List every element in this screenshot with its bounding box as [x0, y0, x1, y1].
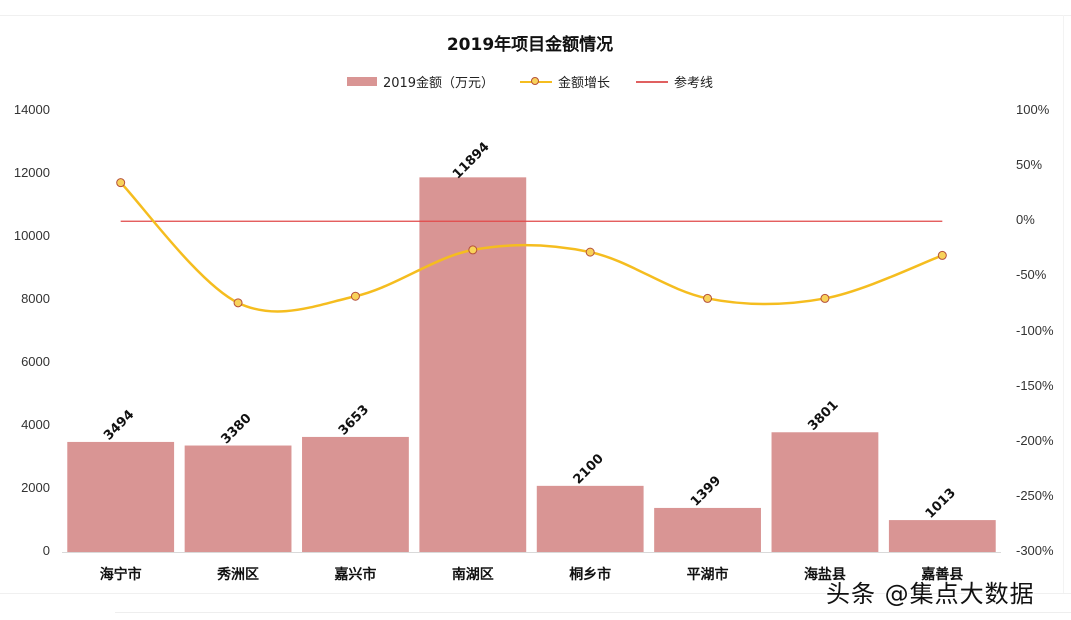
legend-item-growth[interactable]: 金额增长 — [520, 72, 610, 91]
bar-data-label: 11894 — [450, 140, 493, 183]
bar-data-label: 3494 — [101, 407, 137, 443]
legend-label-amount: 2019金额（万元） — [382, 76, 495, 91]
left-axis-tick-label: 10000 — [13, 228, 50, 243]
category-label: 嘉善县 — [921, 567, 964, 583]
reference-line-swatch-icon — [636, 80, 669, 83]
growth-marker[interactable] — [937, 250, 947, 260]
category-label: 海宁市 — [99, 567, 142, 583]
right-axis-tick-label: -50% — [1016, 267, 1047, 283]
growth-marker[interactable] — [703, 293, 713, 303]
right-axis-tick-label: -150% — [1016, 377, 1054, 393]
legend-label-reference: 参考线 — [674, 76, 714, 91]
left-axis-tick-label: 12000 — [13, 165, 50, 180]
line-marker-swatch-icon — [520, 76, 553, 85]
growth-line — [119, 181, 943, 313]
growth-marker[interactable] — [820, 293, 830, 303]
page-divider — [115, 612, 1071, 613]
left-axis-tick-label: 4000 — [21, 417, 50, 432]
right-axis-tick-label: -200% — [1016, 432, 1054, 448]
category-label: 秀洲区 — [217, 567, 260, 583]
growth-marker[interactable] — [116, 178, 126, 188]
left-axis-tick-label: 8000 — [21, 291, 50, 306]
chart-frame-top-border — [0, 15, 1071, 16]
right-axis-tick-label: 50% — [1016, 157, 1043, 173]
bar[interactable] — [888, 520, 996, 552]
bar[interactable] — [419, 177, 527, 553]
bar[interactable] — [184, 445, 292, 552]
category-label: 平湖市 — [686, 567, 729, 583]
chart-frame-right-border — [1063, 15, 1064, 593]
growth-marker[interactable] — [233, 298, 243, 308]
right-axis-tick-label: -250% — [1016, 487, 1054, 503]
right-axis-tick-label: -100% — [1016, 322, 1054, 338]
left-axis-tick-label: 6000 — [21, 354, 50, 369]
growth-marker[interactable] — [350, 291, 360, 301]
growth-marker[interactable] — [468, 245, 478, 255]
bar-data-label: 2100 — [571, 451, 607, 487]
legend-item-reference[interactable]: 参考线 — [636, 72, 713, 91]
legend-label-growth: 金额增长 — [558, 76, 611, 91]
left-axis-tick-label: 14000 — [13, 102, 50, 117]
right-axis-tick-label: 100% — [1016, 102, 1050, 117]
bar-data-label: 1013 — [923, 486, 959, 522]
bar-data-label: 3653 — [336, 402, 372, 438]
category-label: 南湖区 — [451, 567, 494, 583]
category-label: 桐乡市 — [569, 567, 612, 583]
left-axis-tick-label: 2000 — [21, 480, 50, 495]
chart-title: 2019年项目金额情况 — [446, 35, 614, 55]
left-axis-tick-label: 0 — [42, 543, 50, 558]
legend-item-amount[interactable]: 2019金额（万元） — [346, 72, 495, 91]
chart-frame-bottom-border — [0, 593, 1071, 594]
right-axis-tick-label: 0% — [1016, 212, 1035, 228]
bar[interactable] — [67, 441, 175, 552]
bar-data-label: 1399 — [688, 473, 724, 509]
watermark: 头条 @集点大数据 — [826, 580, 1035, 608]
category-label: 嘉兴市 — [334, 567, 377, 583]
growth-marker[interactable] — [585, 247, 595, 257]
bar[interactable] — [654, 507, 761, 552]
bar[interactable] — [302, 436, 409, 552]
bar-data-label: 3380 — [218, 411, 254, 447]
chart-legend: 2019金额（万元） 金额增长 参考线 — [0, 72, 1060, 91]
bar[interactable] — [771, 432, 879, 552]
right-axis-tick-label: -300% — [1016, 543, 1054, 558]
bar-data-label: 3801 — [805, 398, 841, 434]
category-label: 海盐县 — [803, 567, 846, 583]
bar[interactable] — [536, 485, 644, 552]
bar-swatch-icon — [346, 77, 377, 86]
